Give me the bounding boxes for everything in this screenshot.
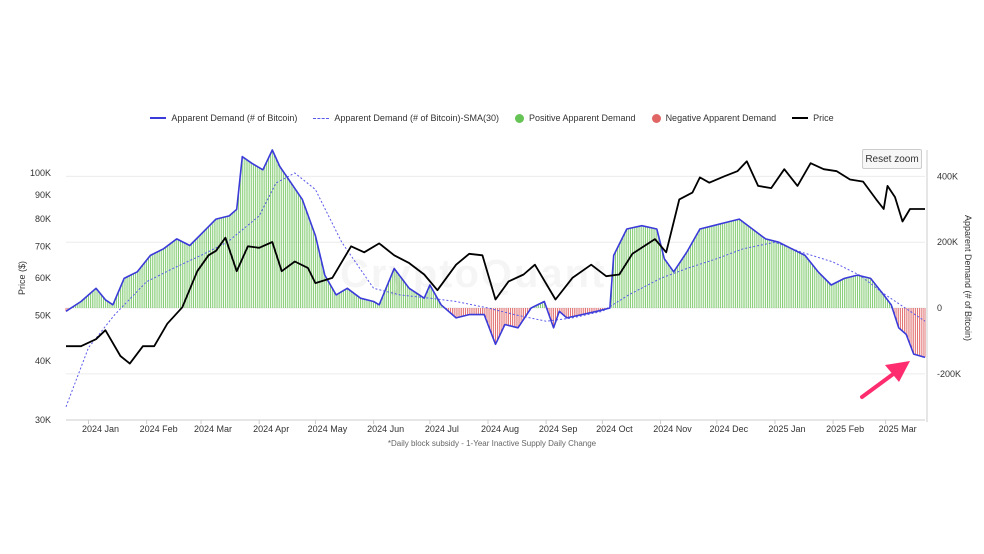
positive-dot-icon [514,113,524,123]
legend-label-sma: Apparent Demand (# of Bitcoin)-SMA(30) [334,113,499,123]
legend-label-demand: Apparent Demand (# of Bitcoin) [171,113,298,123]
right-tick-label: 0 [937,303,942,313]
left-tick-label: 30K [35,415,51,425]
sma-dashed-line-icon [313,117,330,119]
x-tick-label: 2024 Sep [539,424,578,434]
legend-item-negative[interactable]: Negative Apparent Demand [651,113,777,123]
x-tick-label: 2025 Mar [879,424,917,434]
sma-layer [65,172,926,407]
right-tick-label: 200K [937,237,958,247]
left-tick-label: 80K [35,214,51,224]
x-tick-label: 2024 Jun [367,424,404,434]
x-tick-label: 2024 Apr [253,424,289,434]
negative-dot-icon [651,113,661,123]
x-tick-label: 2024 Dec [710,424,749,434]
arrow-head-icon [885,361,910,382]
price-layer [66,160,925,365]
x-tick-label: 2024 May [308,424,348,434]
watermark: CryptoQuant [340,252,606,297]
legend-item-positive[interactable]: Positive Apparent Demand [514,113,636,123]
legend: Apparent Demand (# of Bitcoin) Apparent … [0,113,984,123]
left-tick-label: 50K [35,310,51,320]
axes-layer: 30K 40K 50K 60K 70K 80K 90K 100K -200K 0 200K 400K 2… [30,150,961,434]
x-tick-label: 2024 Feb [140,424,178,434]
x-tick-label: 2024 Nov [653,424,692,434]
legend-item-sma[interactable]: Apparent Demand (# of Bitcoin)-SMA(30) [313,113,499,123]
legend-item-demand[interactable]: Apparent Demand (# of Bitcoin) [150,113,297,123]
sma30-series-line [65,172,926,407]
demand-layer [65,149,926,359]
left-tick-label: 90K [35,190,51,200]
left-tick-label: 100K [30,168,51,178]
price-series-line [66,160,925,365]
reset-zoom-button[interactable]: Reset zoom [862,149,922,169]
price-line-icon [792,117,809,119]
right-axis-title: Apparent Demand (# of Bitcoin) [963,214,973,342]
x-tick-label: 2024 Oct [596,424,633,434]
footnote: *Daily block subsidy - 1-Year Inactive S… [387,439,597,448]
left-axis-title: Price ($) [17,260,27,296]
left-tick-label: 60K [35,273,51,283]
annotation-arrow [860,361,910,399]
x-tick-label: 2024 Jan [82,424,119,434]
x-tick-label: 2024 Mar [194,424,232,434]
legend-label-price: Price [813,113,834,123]
legend-item-price[interactable]: Price [792,113,834,123]
left-tick-label: 40K [35,356,51,366]
x-tick-label: 2025 Feb [826,424,864,434]
left-tick-label: 70K [35,241,51,251]
demand-line-icon [150,117,167,119]
grid-lines [66,175,925,375]
legend-label-positive: Positive Apparent Demand [528,113,636,123]
right-tick-label: 400K [937,171,958,181]
right-tick-label: -200K [937,369,961,379]
legend-label-negative: Negative Apparent Demand [665,113,777,123]
x-tick-label: 2024 Jul [425,424,459,434]
x-tick-label: 2025 Jan [768,424,805,434]
arrow-shaft [860,370,898,399]
x-tick-label: 2024 Aug [481,424,519,434]
demand-series-line [65,149,926,359]
bars-layer [65,150,926,358]
